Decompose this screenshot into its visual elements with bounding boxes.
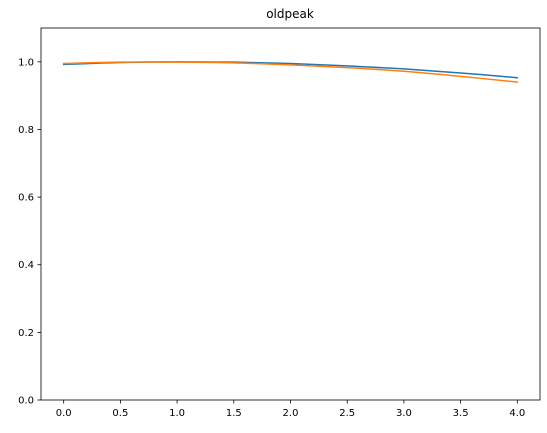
x-tick-label: 2.0 <box>283 408 299 419</box>
x-tick-label: 0.0 <box>56 408 72 419</box>
x-tick-label: 4.0 <box>509 408 525 419</box>
x-tick-label: 1.5 <box>226 408 242 419</box>
chart-title: oldpeak <box>266 7 314 21</box>
axis-layer: 0.0 0.5 1.0 1.5 2.0 2.5 3.0 3.5 4.0 0.0 0.2 0.4 0.6 0… <box>18 27 541 419</box>
y-tick-label: 0.4 <box>18 260 34 271</box>
plot-frame <box>40 27 541 401</box>
y-tick-label: 1.0 <box>18 57 34 68</box>
x-tick-label: 0.5 <box>112 408 128 419</box>
y-tick-label: 0.2 <box>18 328 34 339</box>
series-layer <box>62 61 519 83</box>
x-tick-label: 2.5 <box>339 408 355 419</box>
x-tick-label: 1.0 <box>169 408 185 419</box>
y-tick-label: 0.6 <box>18 193 34 204</box>
y-tick-label: 0.8 <box>18 125 34 136</box>
series-line-2 <box>62 61 519 83</box>
y-tick-label: 0.0 <box>18 396 34 407</box>
x-tick-label: 3.0 <box>396 408 412 419</box>
x-tick-label: 3.5 <box>453 408 469 419</box>
